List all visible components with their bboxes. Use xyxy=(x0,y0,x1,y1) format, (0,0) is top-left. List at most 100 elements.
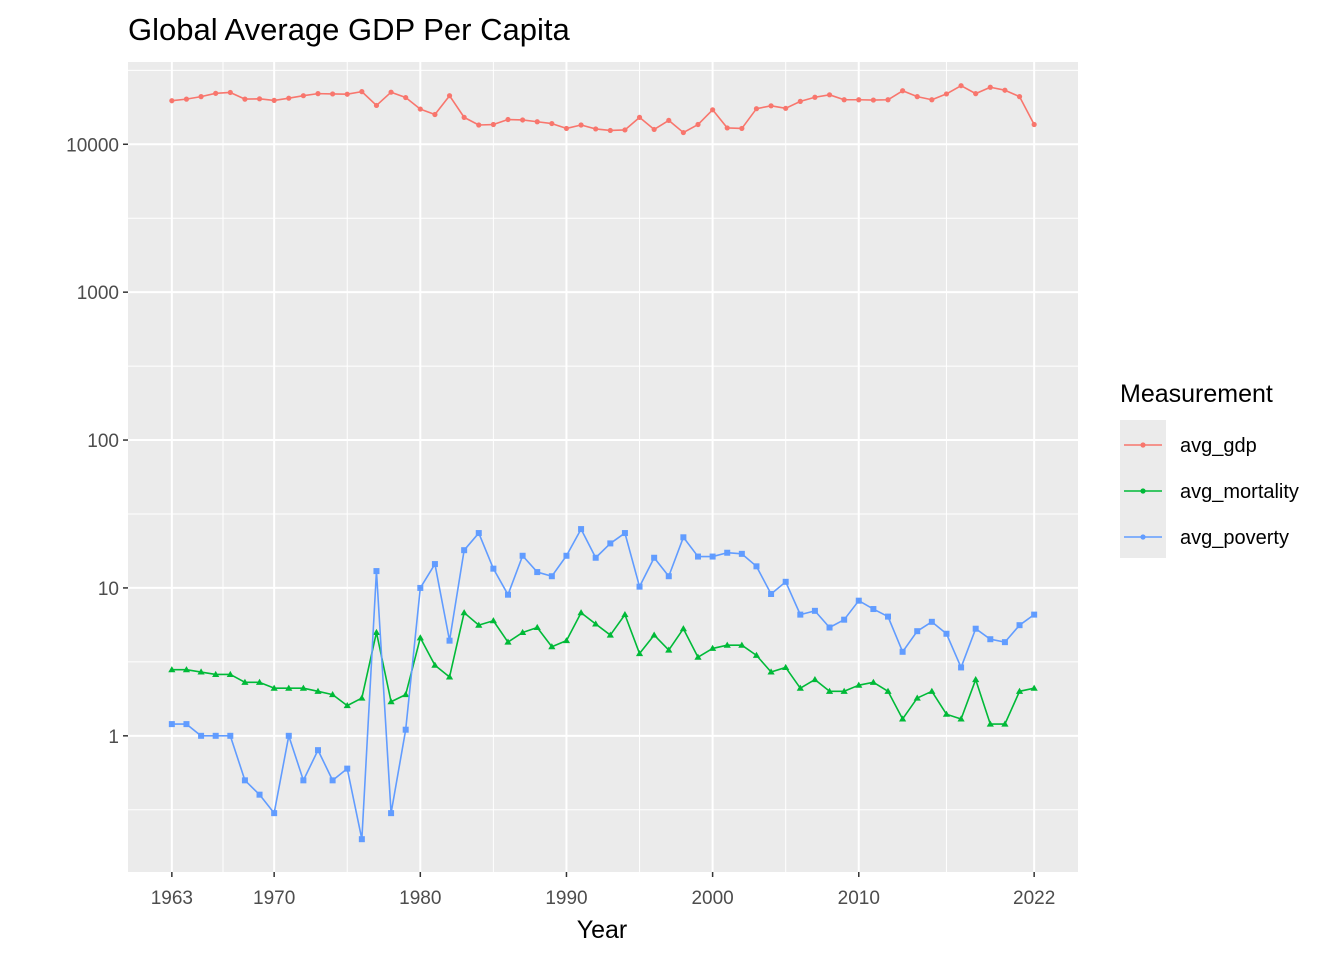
data-point-avg_gdp xyxy=(710,107,716,113)
data-point-avg_poverty xyxy=(358,836,365,843)
data-point-avg_mortality xyxy=(709,644,717,651)
data-point-avg_poverty xyxy=(315,747,321,754)
grid-lines xyxy=(128,62,1078,872)
y-tick-label: 10000 xyxy=(66,135,119,156)
data-point-avg_mortality xyxy=(957,715,965,722)
data-point-avg_gdp xyxy=(461,114,467,120)
series-line-avg_poverty xyxy=(171,528,1035,840)
legend-label-avg_poverty: avg_poverty xyxy=(1180,527,1289,549)
data-point-avg_mortality xyxy=(606,631,614,638)
data-point-avg_poverty xyxy=(797,611,804,618)
data-point-avg_gdp xyxy=(1031,121,1037,128)
data-point-avg_poverty xyxy=(928,618,935,625)
data-point-avg_mortality xyxy=(855,681,863,688)
data-point-avg_gdp xyxy=(797,98,803,104)
legend-label-avg_gdp: avg_gdp xyxy=(1180,435,1257,457)
data-point-avg_gdp xyxy=(753,106,760,112)
data-point-avg_mortality xyxy=(782,663,790,670)
data-point-avg_gdp xyxy=(885,97,891,103)
data-point-avg_gdp xyxy=(256,96,263,102)
data-point-avg_mortality xyxy=(913,694,921,701)
data-point-avg_gdp xyxy=(417,106,423,112)
data-point-avg_gdp xyxy=(929,97,935,103)
data-point-avg_poverty xyxy=(841,616,848,623)
data-point-avg_mortality xyxy=(489,617,497,624)
series-line-avg_mortality xyxy=(171,611,1035,725)
data-point-avg_mortality xyxy=(285,684,293,691)
data-point-avg_gdp xyxy=(870,97,876,103)
x-tick-label: 2022 xyxy=(1013,888,1055,909)
data-point-avg_poverty xyxy=(811,607,818,614)
data-point-avg_poverty xyxy=(665,573,672,580)
data-point-avg_poverty xyxy=(592,554,599,561)
x-axis: 1963 1970 1980 1990 2000 2010 2022 xyxy=(151,872,1055,909)
data-point-avg_gdp xyxy=(622,127,628,133)
data-point-avg_mortality xyxy=(299,684,307,691)
data-point-avg_gdp xyxy=(359,89,365,95)
data-point-avg_mortality xyxy=(694,653,702,660)
legend-entries: avg_gdp avg_mortality avg_poverty xyxy=(1124,435,1299,549)
data-point-avg_poverty xyxy=(519,552,526,559)
plot-panel xyxy=(128,62,1078,872)
legend-entry-avg_mortality: avg_mortality xyxy=(1124,481,1299,503)
data-point-avg_poverty xyxy=(709,553,716,560)
series-layer xyxy=(168,83,1038,843)
data-point-avg_poverty xyxy=(241,777,248,784)
data-point-avg_poverty xyxy=(782,578,789,585)
legend: Measurement avg_gdp avg_mortality avg_pove… xyxy=(1120,380,1299,558)
data-point-avg_mortality xyxy=(358,694,366,701)
data-point-avg_gdp xyxy=(607,127,613,134)
data-point-avg_mortality xyxy=(212,670,220,677)
data-point-avg_gdp xyxy=(724,125,730,131)
data-point-avg_gdp xyxy=(534,119,540,125)
data-point-avg_mortality xyxy=(475,621,483,628)
data-point-avg_poverty xyxy=(621,530,628,537)
data-point-avg_gdp xyxy=(636,114,643,120)
data-point-avg_poverty xyxy=(680,534,687,541)
data-point-avg_gdp xyxy=(563,125,570,132)
legend-title: Measurement xyxy=(1120,380,1273,408)
data-point-avg_poverty xyxy=(958,664,965,671)
data-point-avg_mortality xyxy=(825,687,834,694)
data-point-avg_gdp xyxy=(505,116,511,123)
data-point-avg_gdp xyxy=(739,125,745,132)
data-point-avg_poverty xyxy=(505,591,511,598)
data-point-avg_poverty xyxy=(446,637,453,644)
data-point-avg_poverty xyxy=(212,732,219,739)
y-tick-label: 1 xyxy=(108,727,119,748)
data-point-avg_poverty xyxy=(373,568,380,575)
data-point-avg_poverty xyxy=(972,625,979,632)
data-point-avg_poverty xyxy=(563,552,570,559)
data-point-avg_poverty xyxy=(738,550,745,557)
data-point-avg_poverty xyxy=(607,540,614,547)
data-point-avg_gdp xyxy=(943,91,950,97)
data-point-avg_gdp xyxy=(446,93,453,99)
data-point-avg_mortality xyxy=(986,720,994,727)
data-point-avg_gdp xyxy=(973,91,979,97)
data-point-avg_gdp xyxy=(593,126,599,132)
data-point-avg_mortality xyxy=(343,702,351,709)
data-point-avg_mortality xyxy=(621,611,629,618)
legend-entry-avg_poverty: avg_poverty xyxy=(1124,527,1289,549)
data-point-avg_gdp xyxy=(344,91,350,97)
data-point-avg_mortality xyxy=(255,678,264,685)
data-point-avg_poverty xyxy=(855,597,862,604)
data-point-avg_mortality xyxy=(519,628,527,635)
data-point-avg_gdp xyxy=(958,83,964,89)
data-point-avg_gdp xyxy=(403,94,409,101)
data-point-avg_gdp xyxy=(520,117,526,123)
data-point-avg_poverty xyxy=(753,563,760,570)
data-point-avg_gdp xyxy=(651,126,657,133)
data-point-avg_mortality xyxy=(972,675,980,683)
data-point-avg_poverty xyxy=(183,721,190,728)
data-point-avg_gdp xyxy=(300,93,306,99)
data-point-avg_mortality xyxy=(811,675,819,683)
data-point-avg_poverty xyxy=(1031,611,1038,618)
data-point-avg_mortality xyxy=(241,678,249,685)
data-point-avg_mortality xyxy=(314,687,322,694)
data-point-avg_mortality xyxy=(796,684,804,691)
data-point-avg_poverty xyxy=(695,553,701,560)
data-point-avg_mortality xyxy=(533,623,541,631)
data-point-avg_mortality xyxy=(928,687,936,694)
data-point-avg_poverty xyxy=(431,561,438,568)
